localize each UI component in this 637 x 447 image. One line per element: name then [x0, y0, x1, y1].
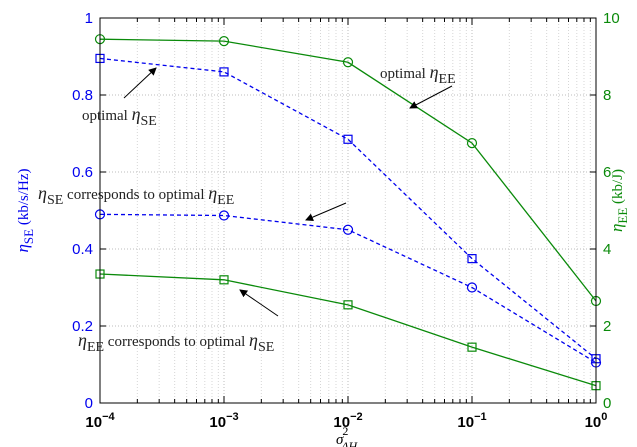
series-3-line — [99, 38, 597, 302]
annotation-2: optimal ηEE​ — [380, 62, 456, 109]
y-left-tick-label: 0 — [85, 395, 93, 412]
annotation-2-text: optimal ηEE​ — [380, 62, 456, 87]
series-4-marker — [343, 300, 353, 310]
annotation-3-arrow — [305, 202, 347, 221]
y-right-tick-label: 2 — [603, 318, 611, 335]
x-axis-label: σ2 ΔH — [336, 424, 358, 447]
annotation-2-arrow — [409, 85, 453, 109]
annotation-1-arrow — [123, 67, 157, 99]
y-right-axis-label-text: ηEE (kb/J) — [607, 169, 630, 232]
annotation-4-arrow — [239, 289, 279, 317]
y-right-tick-label: 6 — [603, 164, 611, 181]
annotations: optimal ηSE​ optimal ηEE​ ηSE corresponds … — [38, 62, 456, 355]
y-right-tick-label: 8 — [603, 87, 611, 104]
series-1-marker — [343, 134, 353, 144]
x-tick-label: 10−4 — [85, 411, 115, 431]
series-4-marker — [467, 342, 477, 352]
series-1-marker — [219, 67, 229, 77]
annotation-3-text: ηSE corresponds to optimal ηEE — [38, 183, 234, 208]
x-tick-label: 10−3 — [209, 411, 238, 431]
series-2-marker — [218, 210, 230, 221]
series-4-line — [99, 273, 597, 387]
series-layer — [94, 34, 602, 391]
series-3-marker — [342, 57, 354, 68]
annotation-4: ηEE corresponds to optimal ηSE — [78, 289, 279, 355]
y-right-tick-label: 0 — [603, 395, 611, 412]
y-left-tick-label: 1 — [85, 10, 93, 27]
y-left-axis-label: ηSE (kb/s/Hz) — [13, 168, 36, 252]
series-4-marker — [219, 275, 229, 285]
y-right-tick-label: 4 — [603, 241, 611, 258]
series-3-marker — [466, 138, 478, 149]
annotation-1-text: optimal ηSE​ — [82, 104, 157, 129]
x-tick-label: 100 — [585, 411, 608, 431]
series-2-marker — [342, 224, 354, 235]
series-3-marker — [218, 35, 230, 47]
y-left-tick-label: 0.2 — [72, 318, 93, 335]
y-left-tick-label: 0.8 — [72, 87, 93, 104]
y-right-axis-label: ηEE (kb/J) — [607, 169, 630, 232]
y-left-tick-label: 0.6 — [72, 164, 93, 181]
annotation-1: optimal ηSE​ — [82, 67, 157, 129]
series-2-marker — [466, 282, 478, 293]
axes: 10−4 10−3 10−2 10−1 10000.20.40.60.810246810… — [13, 10, 630, 447]
series-2-line — [99, 213, 597, 364]
y-right-tick-label: 10 — [603, 10, 620, 27]
series-1-marker — [467, 254, 477, 264]
annotation-3: ηSE corresponds to optimal ηEE — [38, 183, 347, 221]
x-tick-label: 10−2 — [333, 411, 362, 431]
x-tick-label: 10−1 — [457, 411, 486, 431]
y-left-tick-label: 0.4 — [72, 241, 93, 258]
y-left-axis-label-text: ηSE (kb/s/Hz) — [13, 168, 36, 252]
series-1-line — [99, 57, 597, 360]
annotation-4-text: ηEE corresponds to optimal ηSE — [78, 330, 274, 355]
